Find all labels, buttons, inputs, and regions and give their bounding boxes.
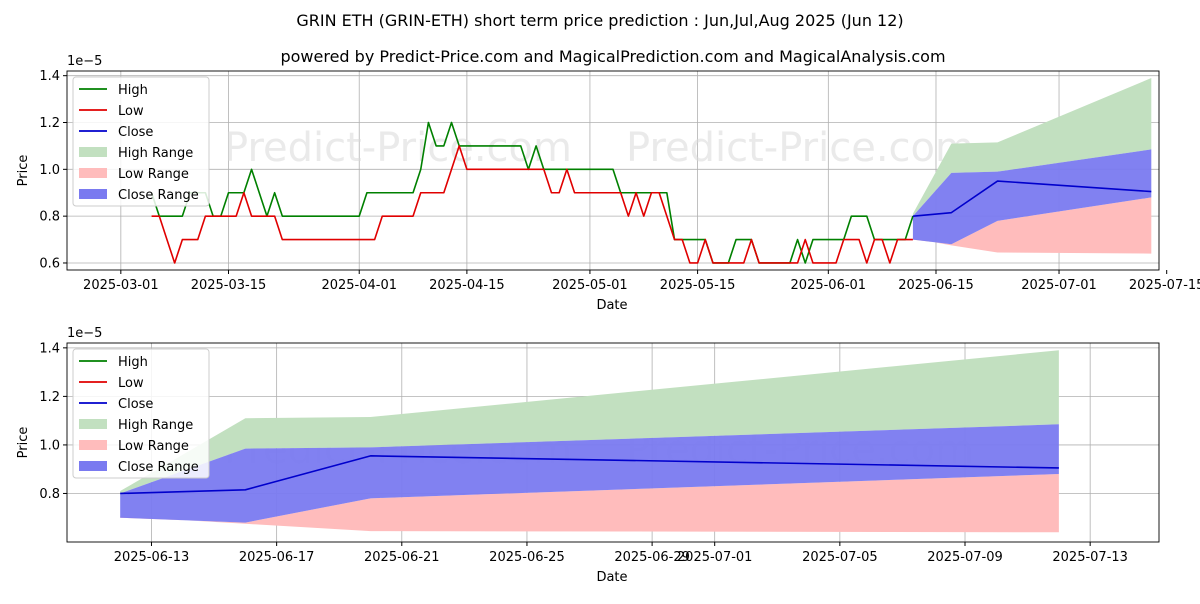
x-tick-label: 2025-07-01 <box>1021 278 1097 293</box>
legend-label: Low Range <box>118 167 189 182</box>
x-tick-label: 2025-06-01 <box>791 278 867 293</box>
x-tick-label: 2025-07-09 <box>927 550 1003 565</box>
x-tick-label: 2025-07-05 <box>802 550 878 565</box>
x-tick-label: 2025-07-15 <box>1129 278 1200 293</box>
legend: High Low Close High Range Low Range Close Ran… <box>72 76 210 207</box>
x-tick-label: 2025-03-01 <box>83 278 159 293</box>
y-tick-label: 1.2 <box>39 390 60 405</box>
x-axis-label: Date <box>596 298 627 313</box>
legend-patch-swatch <box>79 419 107 429</box>
x-tick-label: 2025-06-29 <box>614 550 690 565</box>
chart-subtitle: powered by Predict-Price.com and Magical… <box>280 47 945 66</box>
x-tick-label: 2025-05-15 <box>660 278 736 293</box>
low-range-band <box>912 197 1152 254</box>
x-tick-label: 2025-06-15 <box>898 278 974 293</box>
legend-label: High Range <box>118 418 193 433</box>
x-tick-label: 2025-05-01 <box>552 278 628 293</box>
legend-patch-swatch <box>79 461 107 471</box>
x-tick-label: 2025-04-01 <box>321 278 397 293</box>
y-tick-label: 1.0 <box>39 163 60 178</box>
x-tick-label: 2025-07-13 <box>1052 550 1128 565</box>
legend-patch-swatch <box>79 147 107 157</box>
watermark-text: Predict-Price.com <box>224 125 572 171</box>
axes-frame <box>66 70 1160 271</box>
x-tick-label: 2025-06-13 <box>114 550 190 565</box>
y-tick-label: 1.2 <box>39 116 60 131</box>
legend-label: Close Range <box>118 188 199 203</box>
close-forecast-line <box>120 455 1059 495</box>
legend: High Low Close High Range Low Range Close Ran… <box>72 348 210 479</box>
legend-label: Low <box>118 376 144 391</box>
close-forecast-line <box>912 180 1152 217</box>
legend-patch-swatch <box>79 168 107 178</box>
y-scale-label: 1e−5 <box>67 326 102 341</box>
close-range-band <box>120 424 1059 523</box>
x-tick-label: 2025-03-15 <box>191 278 267 293</box>
x-tick-label: 2025-06-21 <box>364 550 440 565</box>
y-tick-label: 0.8 <box>39 487 60 502</box>
x-tick-label: 2025-07-01 <box>677 550 753 565</box>
plot-area: Predict-Price.com Predict-Price.com Predic… <box>150 78 1152 321</box>
low-series-line <box>151 145 913 264</box>
legend-label: High Range <box>118 146 193 161</box>
y-axis-label: Price <box>16 155 31 187</box>
close-range-band <box>912 149 1152 245</box>
axes-frame <box>66 342 1160 543</box>
legend-label: Low <box>118 104 144 119</box>
x-tick-label: 2025-04-15 <box>429 278 505 293</box>
low-range-band <box>120 474 1059 533</box>
top-axes: Predict-Price.com Predict-Price.com Predic… <box>16 54 1200 321</box>
x-axis-label: Date <box>596 570 627 585</box>
y-tick-label: 0.6 <box>39 256 60 271</box>
chart-title: GRIN ETH (GRIN-ETH) short term price pre… <box>296 11 903 30</box>
high-range-band <box>120 350 1059 494</box>
x-tick-label: 2025-06-25 <box>489 550 565 565</box>
legend-label: High <box>118 83 148 98</box>
y-tick-label: 0.8 <box>39 210 60 225</box>
watermark-text: Predict-Price.com <box>626 125 974 171</box>
y-tick-label: 1.0 <box>39 438 60 453</box>
legend-patch-swatch <box>79 440 107 450</box>
legend-label: Low Range <box>118 439 189 454</box>
legend-label: Close Range <box>118 460 199 475</box>
y-scale-label: 1e−5 <box>67 54 102 69</box>
high-range-band <box>912 78 1152 217</box>
legend-patch-swatch <box>79 189 107 199</box>
x-tick-label: 2025-06-17 <box>239 550 315 565</box>
legend-label: Close <box>118 397 153 412</box>
y-tick-label: 1.4 <box>39 341 60 356</box>
legend-label: High <box>118 355 148 370</box>
y-axis-label: Price <box>16 427 31 459</box>
watermark-text: Predict-Price.com <box>224 275 572 321</box>
legend-label: Close <box>118 125 153 140</box>
y-tick-label: 1.4 <box>39 69 60 84</box>
